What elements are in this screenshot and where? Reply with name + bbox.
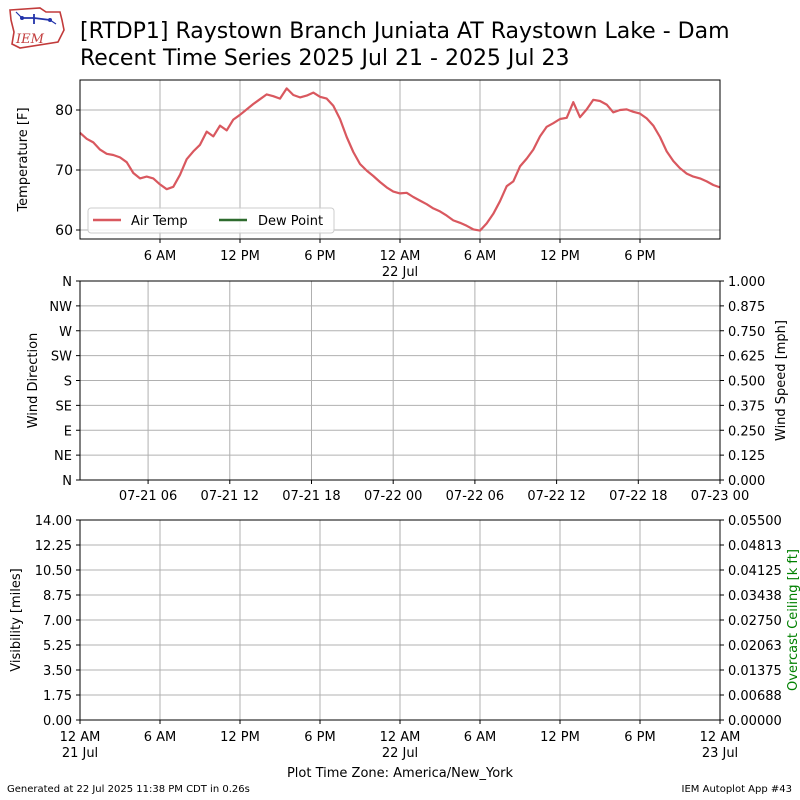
x-tick-label: 6 AM [464,249,497,264]
chart-title-line2: Recent Time Series 2025 Jul 21 - 2025 Ju… [80,46,570,71]
x-tick-label: 07-22 12 [527,489,585,504]
x-tick-label: 07-23 00 [691,489,749,504]
x-tick-label: 6 AM [464,730,497,745]
x-tick-date-label: 21 Jul [62,746,98,761]
wind-speed-tick-label: 0.625 [728,350,765,365]
ceiling-tick-label: 0.04125 [728,564,782,579]
visibility-tick-label: 10.50 [35,564,72,579]
wind-direction-axis-label: Wind Direction [26,333,41,429]
x-tick-date-label: 22 Jul [382,746,418,761]
legend-air-temp-label: Air Temp [131,214,188,229]
x-tick-label: 12 PM [540,730,580,745]
y-tick-label: 80 [55,103,73,119]
wind-direction-tick-label: E [64,424,72,439]
x-tick-label: 12 AM [700,730,741,745]
iem-logo: IEM [9,7,65,49]
wind-speed-tick-label: 0.750 [728,325,765,340]
visibility-tick-label: 8.75 [43,589,72,604]
visibility-tick-label: 12.25 [35,539,72,554]
x-tick-label: 6 PM [624,249,655,264]
x-tick-label: 07-22 06 [446,489,504,504]
wind-direction-tick-label: N [62,474,72,489]
visibility-tick-label: 3.50 [43,664,72,679]
x-tick-label: 07-22 00 [364,489,422,504]
wind-speed-tick-label: 0.125 [728,449,765,464]
air-temp-line [79,87,721,232]
x-tick-label: 12 PM [540,249,580,264]
wind-speed-tick-label: 0.375 [728,399,765,414]
visibility-axis-label: Visibility [miles] [9,568,24,671]
x-tick-date-label: 23 Jul [702,746,738,761]
x-tick-label: 6 AM [144,730,177,745]
ceiling-tick-label: 0.05500 [728,514,782,529]
ceiling-tick-label: 0.00000 [728,714,782,729]
app-identifier: IEM Autoplot App #43 [681,784,792,795]
wind-direction-tick-label: SE [56,399,72,414]
ceiling-tick-label: 0.00688 [728,689,782,704]
visibility-tick-label: 0.00 [43,714,72,729]
wind-direction-tick-label: NW [49,300,72,315]
wind-speed-tick-label: 0.875 [728,300,765,315]
x-tick-label: 12 AM [60,730,101,745]
x-tick-label: 07-21 06 [119,489,177,504]
y-tick-label: 70 [55,163,73,179]
wind-direction-tick-label: W [59,325,72,340]
wind-direction-tick-label: S [64,375,72,390]
x-tick-label: 12 PM [220,249,260,264]
visibility-tick-label: 7.00 [43,614,72,629]
wind-speed-tick-label: 0.250 [728,424,765,439]
ceiling-axis-label: Overcast Ceiling [k ft] [786,549,800,691]
x-tick-label: 07-21 18 [282,489,340,504]
x-tick-label: 12 AM [380,730,421,745]
visibility-tick-label: 14.00 [35,514,72,529]
wind-speed-tick-label: 0.500 [728,375,765,390]
logo-text: IEM [15,32,45,47]
wind-direction-tick-label: N [62,275,72,290]
x-tick-label: 6 PM [304,730,335,745]
wind-speed-tick-label: 0.000 [728,474,765,489]
wind-direction-tick-label: NE [54,449,72,464]
visibility-tick-label: 1.75 [43,689,72,704]
x-tick-label: 07-21 12 [201,489,259,504]
x-tick-label: 12 PM [220,730,260,745]
x-tick-label: 07-22 18 [609,489,667,504]
ceiling-tick-label: 0.02063 [728,639,782,654]
x-tick-label: 6 AM [144,249,177,264]
x-tick-label: 6 PM [624,730,655,745]
temperature-axis-label: Temperature [F] [16,107,31,212]
ceiling-tick-label: 0.04813 [728,539,782,554]
visibility-tick-label: 5.25 [43,639,72,654]
legend-box [87,207,335,234]
ceiling-tick-label: 0.02750 [728,614,782,629]
y-tick-label: 60 [55,223,73,239]
ceiling-tick-label: 0.01375 [728,664,782,679]
wind-direction-tick-label: SW [51,350,72,365]
x-tick-label: 6 PM [304,249,335,264]
generated-timestamp: Generated at 22 Jul 2025 11:38 PM CDT in… [7,784,250,795]
wind-speed-tick-label: 1.000 [728,275,765,290]
x-tick-label: 12 AM [380,249,421,264]
x-axis-label: Plot Time Zone: America/New_York [287,766,514,781]
wind-speed-axis-label: Wind Speed [mph] [774,320,789,441]
ceiling-tick-label: 0.03438 [728,589,782,604]
chart-title-line1: [RTDP1] Raystown Branch Juniata AT Rayst… [80,19,730,44]
legend-dew-point-label: Dew Point [258,214,323,229]
x-tick-date-label: 22 Jul [382,265,418,280]
